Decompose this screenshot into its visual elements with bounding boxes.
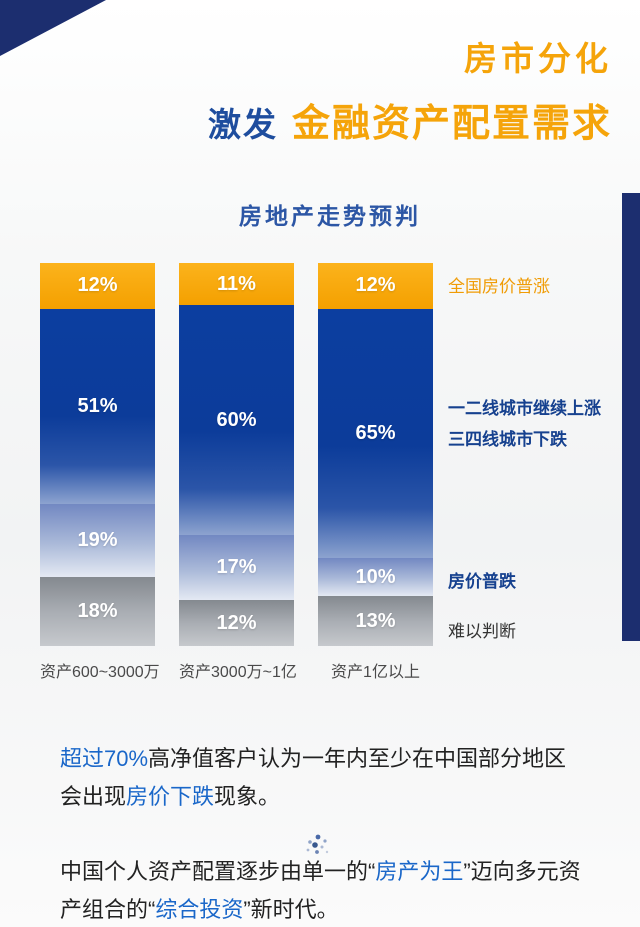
bar-segment: 51% — [40, 308, 155, 505]
segment-value-label: 51% — [77, 395, 118, 418]
headline-main: 激发 金融资产配置需求 — [208, 92, 612, 147]
insight-paragraph-1: 超过70%高净值客户认为一年内至少在中国部分地区会出现房价下跌现象。 — [60, 740, 584, 816]
bar-category-labels: 资产600~3000万 资产3000万~1亿 资产1亿以上 — [40, 658, 433, 682]
segment-value-label: 17% — [216, 555, 257, 578]
bar-segment: 17% — [179, 534, 294, 601]
paragraph-2-text-a: 中国个人资产配置逐步由单一的“ — [60, 859, 376, 884]
stacked-bar-chart: 12% 51% 19% 18% 11% 60% 17% 12% 12% 65% 10% 13% — [40, 263, 433, 646]
corner-decoration-top-left — [0, 0, 106, 56]
legend-tier-cities-line1: 一二线城市继续上涨 — [448, 399, 601, 418]
segment-value-label: 12% — [216, 611, 257, 634]
bar-segment: 18% — [40, 577, 155, 646]
bar-segment: 10% — [318, 557, 433, 597]
segment-value-label: 19% — [77, 529, 118, 552]
dots-cluster-icon — [300, 832, 336, 858]
headline-tag: 房市分化 — [464, 40, 612, 77]
paragraph-1-tail: 现象。 — [214, 784, 281, 809]
bar-category-label: 资产3000万~1亿 — [179, 664, 297, 681]
legend-tier-cities-line2: 三四线城市下跌 — [448, 430, 567, 449]
paragraph-2-tail: ”新时代。 — [243, 897, 339, 922]
headline-prefix: 激发 — [207, 106, 278, 143]
bar-segment: 65% — [318, 308, 433, 558]
paragraph-2-text-b: ”迈向多元资产组合的“ — [60, 859, 581, 922]
stacked-bar: 12% 65% 10% 13% — [318, 263, 433, 646]
highlight-over-70pct: 超过70% — [60, 746, 149, 771]
bar-segment: 12% — [179, 600, 294, 646]
segment-value-label: 60% — [216, 408, 257, 431]
bar-segment: 13% — [318, 596, 433, 646]
headline-emphasis: 金融资产配置需求 — [291, 103, 612, 145]
bar-segment: 11% — [179, 263, 294, 306]
stacked-bar: 12% 51% 19% 18% — [40, 263, 155, 646]
segment-value-label: 65% — [355, 421, 396, 444]
legend-hard-to-judge: 难以判断 — [448, 622, 516, 641]
bar-segment: 60% — [179, 305, 294, 535]
stacked-bar: 11% 60% 17% 12% — [179, 263, 294, 646]
paragraph-1-text: 高净值客户认为一年内至少在中国部分地区会出现 — [60, 746, 567, 809]
highlight-price-drop: 房价下跌 — [126, 784, 215, 809]
segment-value-label: 13% — [355, 609, 396, 632]
segment-value-label: 12% — [77, 274, 118, 297]
bar-category-label: 资产1亿以上 — [331, 664, 420, 681]
segment-value-label: 12% — [355, 274, 396, 297]
bar-segment: 12% — [318, 263, 433, 309]
bar-segment: 19% — [40, 504, 155, 578]
edge-decoration-right — [622, 193, 640, 641]
bar-category-label: 资产600~3000万 — [40, 664, 160, 681]
segment-value-label: 18% — [77, 600, 118, 623]
chart-title: 房地产走势预判 — [239, 203, 421, 229]
legend-nationwide-rise: 全国房价普涨 — [448, 277, 550, 296]
segment-value-label: 10% — [355, 565, 396, 588]
segment-value-label: 11% — [217, 272, 256, 295]
legend-tier-cities: 一二线城市继续上涨 三四线城市下跌 — [448, 393, 601, 455]
highlight-comprehensive-invest: 综合投资 — [155, 897, 244, 922]
highlight-property-king: 房产为王 — [375, 859, 464, 884]
insight-paragraph-2: 中国个人资产配置逐步由单一的“房产为王”迈向多元资产组合的“综合投资”新时代。 — [60, 853, 584, 927]
bar-segment: 12% — [40, 263, 155, 309]
legend-nationwide-fall: 房价普跌 — [448, 572, 516, 591]
